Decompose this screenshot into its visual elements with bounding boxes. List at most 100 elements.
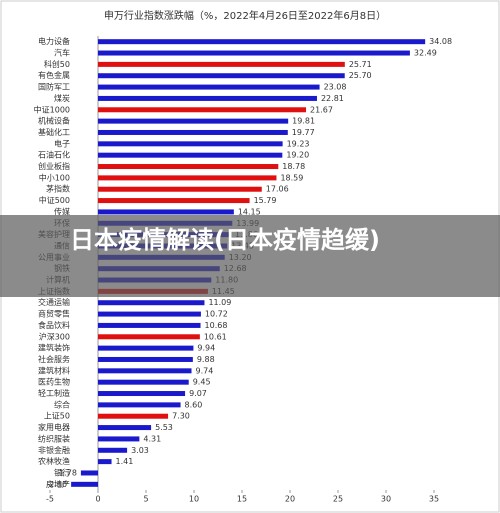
bar <box>98 379 189 385</box>
y-tick-label: 上证50 <box>44 412 70 421</box>
bar <box>98 322 201 328</box>
value-label: -2.80 <box>46 480 67 489</box>
value-label: 4.31 <box>143 434 161 443</box>
value-label: 21.67 <box>310 105 333 114</box>
bar <box>98 447 128 453</box>
y-tick-label: 传媒 <box>54 206 70 216</box>
y-tick-label: 煤炭 <box>54 93 70 103</box>
y-tick-label: 家用电器 <box>38 422 70 432</box>
bar <box>98 345 194 351</box>
y-tick-label: 中证500 <box>39 195 70 205</box>
y-tick-label: 汽车 <box>54 48 70 58</box>
value-label: 19.23 <box>287 139 310 148</box>
x-tick-label: 5 <box>143 495 148 504</box>
value-label: 10.61 <box>204 332 227 341</box>
value-label: 10.72 <box>205 310 228 319</box>
value-label: 1.41 <box>116 457 134 466</box>
y-tick-label: 石油石化 <box>38 150 70 160</box>
x-tick-label: 20 <box>285 495 295 504</box>
value-label: 9.45 <box>193 378 211 387</box>
value-label: 18.59 <box>280 173 303 182</box>
y-tick-label: 非银金融 <box>38 445 70 455</box>
value-label: 7.30 <box>172 412 190 421</box>
y-tick-label: 机械设备 <box>38 116 70 126</box>
y-tick-label: 房地产 <box>46 479 70 489</box>
bar <box>98 209 234 215</box>
bar <box>98 356 193 362</box>
x-tick-label: 10 <box>189 495 199 504</box>
chart-title: 申万行业指数涨跌幅（%，2022年4月26日至2022年6月8日） <box>104 9 386 22</box>
value-label: 19.81 <box>292 117 315 126</box>
bar <box>98 413 169 419</box>
bar <box>98 61 345 67</box>
bar <box>98 186 262 192</box>
bar <box>98 73 345 79</box>
y-tick-label: 建筑装饰 <box>38 343 70 353</box>
bar <box>98 436 140 442</box>
x-tick-label: 25 <box>333 495 343 504</box>
bar <box>98 391 186 397</box>
value-label: 18.78 <box>282 162 305 171</box>
value-label: 10.68 <box>205 321 228 330</box>
bar <box>98 39 426 45</box>
x-tick-label: 30 <box>381 495 391 504</box>
value-label: 17.06 <box>266 185 289 194</box>
x-tick-label: 0 <box>95 495 100 504</box>
bar <box>98 129 288 135</box>
bar <box>98 459 112 465</box>
x-tick-label: 15 <box>237 495 247 504</box>
bar <box>98 311 201 317</box>
value-label: 25.70 <box>349 71 372 80</box>
x-tick-label: -5 <box>46 495 54 504</box>
y-tick-label: 社会服务 <box>38 354 70 364</box>
value-label: 9.07 <box>189 389 207 398</box>
value-label: 8.60 <box>185 400 203 409</box>
bar <box>98 425 152 431</box>
bar <box>98 141 283 147</box>
bar <box>98 402 181 408</box>
y-tick-label: 电子 <box>54 138 70 148</box>
value-label: 19.77 <box>292 128 315 137</box>
value-label: 22.81 <box>321 94 344 103</box>
value-label: 9.74 <box>196 366 214 375</box>
y-tick-label: 国防军工 <box>38 82 70 92</box>
y-tick-label: 农林牧渔 <box>38 456 70 466</box>
bar <box>98 334 200 340</box>
bar <box>98 84 320 90</box>
y-tick-label: 中证1000 <box>34 104 70 114</box>
bar <box>98 164 279 170</box>
y-tick-label: 纺织服装 <box>38 433 70 443</box>
x-tick-label: 35 <box>429 495 439 504</box>
bar <box>71 481 98 487</box>
bar <box>98 107 307 113</box>
value-label: 23.08 <box>324 83 347 92</box>
value-label: 15.79 <box>254 196 277 205</box>
value-label: 32.49 <box>414 49 437 58</box>
value-label: -1.78 <box>56 468 77 477</box>
bar <box>98 118 289 124</box>
y-tick-label: 商贸零售 <box>38 309 70 319</box>
bar <box>98 300 205 306</box>
y-tick-label: 茅指数 <box>46 184 70 194</box>
bar <box>80 470 98 476</box>
bar <box>98 198 250 204</box>
bar <box>98 50 410 56</box>
bar <box>98 175 277 181</box>
bar <box>98 95 317 101</box>
y-tick-label: 有色金属 <box>38 70 70 80</box>
y-tick-label: 轻工制造 <box>38 388 70 398</box>
value-label: 25.71 <box>349 60 372 69</box>
y-tick-label: 创业板指 <box>38 161 70 171</box>
y-tick-label: 中小100 <box>39 172 70 182</box>
bar <box>98 152 283 158</box>
y-tick-label: 银行 <box>54 467 70 477</box>
value-label: 14.15 <box>238 207 261 216</box>
y-tick-label: 沪深300 <box>39 331 70 341</box>
value-label: 3.03 <box>131 446 149 455</box>
value-label: 34.08 <box>429 37 452 46</box>
y-tick-label: 建筑材料 <box>38 365 70 375</box>
y-tick-label: 交通运输 <box>38 297 70 307</box>
y-tick-label: 电力设备 <box>38 36 70 46</box>
value-label: 9.88 <box>197 355 215 364</box>
